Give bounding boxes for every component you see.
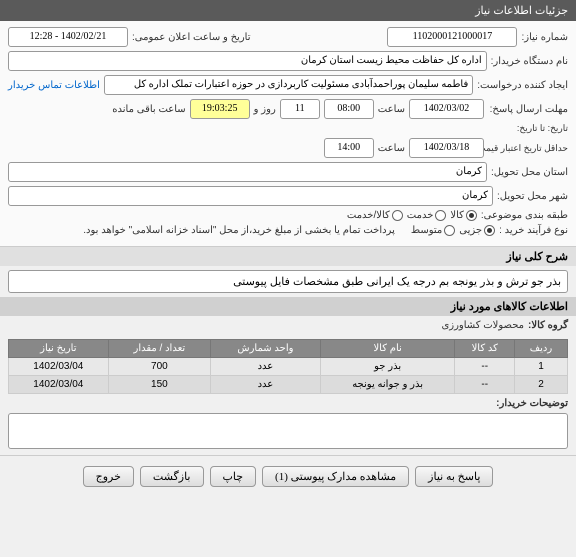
deadline-time: 08:00 <box>324 99 374 119</box>
need-no-field: 1102000121000017 <box>387 27 517 47</box>
button-bar: پاسخ به نیاز مشاهده مدارک پیوستی (1) چاپ… <box>0 455 576 493</box>
desc-text: بذر جو ترش و بذر یونجه بم درجه یک ایرانی… <box>8 270 568 293</box>
remaining-label: ساعت باقی مانده <box>112 104 185 115</box>
table-header: تاریخ نیاز <box>9 340 109 358</box>
until-label: تاریخ: تا تاریخ: <box>488 123 568 134</box>
need-no-label: شماره نیاز: <box>521 32 568 43</box>
notes-box <box>8 413 568 449</box>
items-title: اطلاعات کالاهای مورد نیاز <box>0 297 576 316</box>
process-label: نوع فرآیند خرید : <box>499 225 568 236</box>
category-label: طبقه بندی موضوعی: <box>481 210 568 221</box>
table-header: کد کالا <box>455 340 515 358</box>
table-header: نام کالا <box>320 340 455 358</box>
city-field: کرمان <box>8 186 493 206</box>
days-field: 11 <box>280 99 320 119</box>
announce-label: تاریخ و ساعت اعلان عمومی: <box>132 32 251 43</box>
table-header: تعداد / مقدار <box>108 340 210 358</box>
validity-date: 1402/03/18 <box>409 138 484 158</box>
deadline-date: 1402/03/02 <box>409 99 484 119</box>
location-field: کرمان <box>8 162 487 182</box>
respond-button[interactable]: پاسخ به نیاز <box>415 466 493 487</box>
proc-small-radio[interactable]: جزیی <box>459 225 495 236</box>
table-row: 1--بذر جوعدد7001402/03/04 <box>9 358 568 376</box>
group-label: گروه کالا: <box>528 320 568 331</box>
cat-goods-service-radio[interactable]: کالا/خدمت <box>347 210 403 221</box>
remaining-time: 19:03:25 <box>190 99 250 119</box>
validity-time: 14:00 <box>324 138 374 158</box>
table-row: 2--بذر و جوانه یونجهعدد1501402/03/04 <box>9 376 568 394</box>
items-table: ردیفکد کالانام کالاواحد شمارشتعداد / مقد… <box>8 339 568 394</box>
group-value: محصولات کشاورزی <box>441 320 524 331</box>
buyer-label: نام دستگاه خریدار: <box>491 56 568 67</box>
days-label: روز و <box>254 104 276 115</box>
buyer-field: اداره کل حفاظت محیط زیست استان کرمان <box>8 51 487 71</box>
attachments-button[interactable]: مشاهده مدارک پیوستی (1) <box>262 466 409 487</box>
time-label-2: ساعت <box>378 143 405 154</box>
requester-label: ایجاد کننده درخواست: <box>477 80 568 91</box>
cat-goods-radio[interactable]: کالا <box>450 210 477 221</box>
cat-service-radio[interactable]: خدمت <box>407 210 447 221</box>
payment-note: پرداخت تمام یا بخشی از مبلغ خرید،از محل … <box>83 225 395 236</box>
time-label-1: ساعت <box>378 104 405 115</box>
proc-medium-radio[interactable]: متوسط <box>411 225 455 236</box>
announce-field: 1402/02/21 - 12:28 <box>8 27 128 47</box>
requester-field: فاطمه سلیمان پوراحمدآبادی مسئولیت کاربرد… <box>104 75 473 95</box>
print-button[interactable]: چاپ <box>210 466 257 487</box>
city-label: شهر محل تحویل: <box>497 191 568 202</box>
desc-title: شرح کلی نیاز <box>0 246 576 266</box>
back-button[interactable]: بازگشت <box>140 466 204 487</box>
table-header: واحد شمارش <box>211 340 321 358</box>
table-header: ردیف <box>515 340 568 358</box>
notes-label: توضیحات خریدار: <box>496 398 568 409</box>
form-section: شماره نیاز: 1102000121000017 تاریخ و ساع… <box>0 21 576 246</box>
deadline-label: مهلت ارسال پاسخ: <box>488 104 568 115</box>
location-label: استان محل تحویل: <box>491 167 568 178</box>
contact-link[interactable]: اطلاعات تماس خریدار <box>8 80 100 91</box>
exit-button[interactable]: خروج <box>83 466 134 487</box>
validity-label: حداقل تاریخ اعتبار قیمت: تا تاریخ: <box>488 143 568 154</box>
window-title: جزئیات اطلاعات نیاز <box>0 0 576 21</box>
